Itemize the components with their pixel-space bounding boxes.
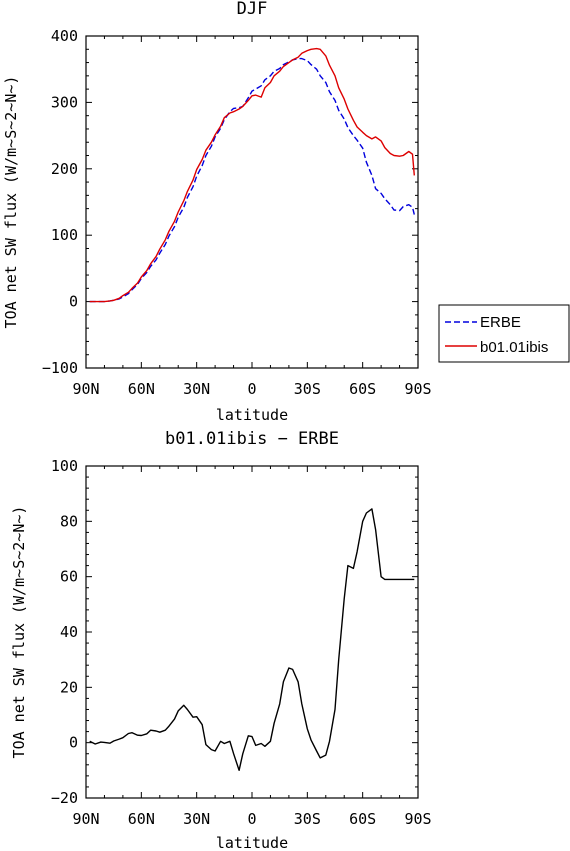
panel-top: DJF 90N 60N 30N 0 30S 60S 90S 400 300 200 100 0 −10… [2,0,570,424]
x-tick-label: 90S [404,380,431,398]
chart-title: b01.01ibis − ERBE [165,429,339,449]
x-tick-label: 60N [128,810,155,828]
y-tick-label: 40 [60,623,78,641]
legend-label-erbe: ERBE [480,314,521,331]
y-tick-label: 0 [69,734,78,752]
x-axis-label: latitude [216,406,288,424]
y-axis-label: TOA net SW flux (W/m~S~2~N~) [10,506,28,759]
x-tick-label: 0 [247,380,256,398]
x-tick-label: 60N [128,380,155,398]
y-tick-label: 80 [60,512,78,530]
y-tick-label: −20 [51,789,78,807]
y-ticks: 400 300 200 100 0 −100 [42,27,418,377]
x-axis-label: latitude [216,834,288,851]
y-tick-label: 20 [60,678,78,696]
chart-title: DJF [237,0,268,19]
panel-bottom: b01.01ibis − ERBE 90N 60N 30N 0 30S 60S 90S 10… [10,429,432,851]
y-tick-label: −100 [42,359,78,377]
x-tick-label: 0 [247,810,256,828]
x-tick-label: 60S [349,380,376,398]
x-ticks: 90N 60N 30N 0 30S 60S 90S [72,466,432,828]
series-line-0 [89,508,415,771]
series-line-1 [89,47,415,303]
series-line-0 [89,57,415,303]
x-tick-label: 30S [294,810,321,828]
x-tick-label: 30N [183,810,210,828]
y-tick-label: 0 [69,293,78,311]
series-lines [89,47,415,303]
x-tick-label: 60S [349,810,376,828]
y-tick-label: 60 [60,568,78,586]
y-tick-label: 100 [51,226,78,244]
plot-frame [85,465,419,799]
y-tick-label: 200 [51,160,78,178]
x-tick-label: 30N [183,380,210,398]
x-tick-label: 30S [294,380,321,398]
x-tick-label: 90N [72,810,99,828]
x-tick-label: 90S [404,810,431,828]
x-ticks: 90N 60N 30N 0 30S 60S 90S [72,36,432,398]
y-tick-label: 100 [51,457,78,475]
series-lines [89,508,415,771]
legend-label-ibis: b01.01ibis [480,339,548,356]
y-tick-label: 300 [51,93,78,111]
y-axis-label: TOA net SW flux (W/m~S~2~N~) [2,76,20,329]
y-ticks: 100 80 60 40 20 0 −20 [51,457,418,807]
legend: ERBE b01.01ibis [438,304,570,363]
plot-frame [85,35,419,369]
x-tick-label: 90N [72,380,99,398]
y-tick-label: 400 [51,27,78,45]
legend-box [438,304,570,363]
